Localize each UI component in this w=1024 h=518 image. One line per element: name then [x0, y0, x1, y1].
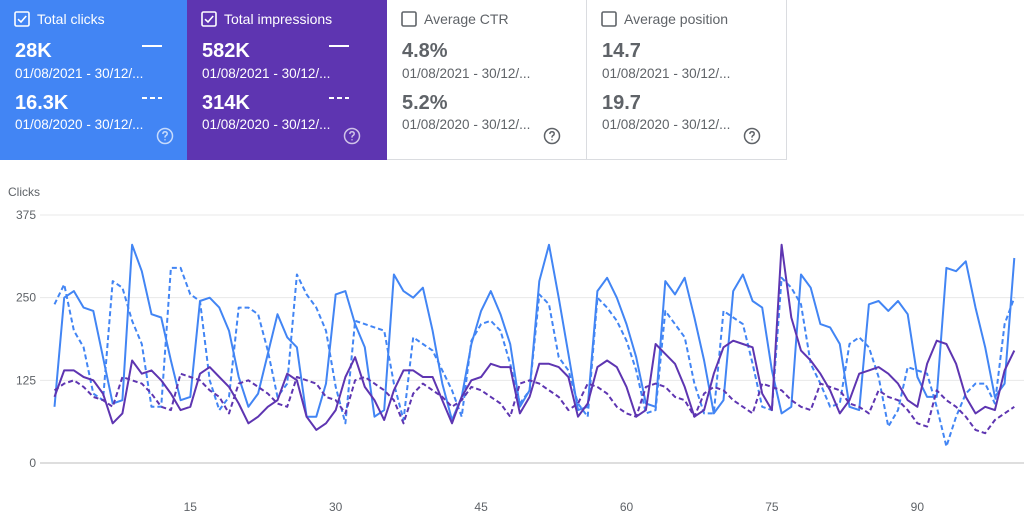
previous-value: 314K [202, 92, 250, 114]
help-circle [743, 127, 761, 145]
help-circle [156, 127, 174, 145]
help-icon [156, 127, 174, 145]
metric-card[interactable]: Total impressions 582K 01/08/2021 - 30/12/… [187, 0, 387, 160]
previous-range: 01/08/2020 - 30/12/... [402, 117, 531, 132]
metric-cards: Total clicks 28K 01/08/2021 - 30/12/... 16.… [0, 0, 787, 160]
metric-label: Average position [624, 11, 729, 27]
checkmark [17, 15, 27, 24]
metric-label: Average CTR [424, 11, 509, 27]
checkbox [14, 11, 30, 27]
series-line [53, 266, 1016, 448]
metric-card[interactable]: Average CTR 4.8% 01/08/2021 - 30/12/... 5.2… [387, 0, 587, 160]
checkbox-frame [201, 11, 217, 27]
y-tick-label: 0 [29, 456, 36, 470]
checkmark [204, 15, 214, 24]
help-icon [543, 127, 561, 145]
metric-label: Total clicks [37, 11, 105, 27]
y-axis-title: Clicks [8, 185, 40, 199]
x-tick-label: 30 [329, 500, 343, 514]
metric-card[interactable]: Average position 14.7 01/08/2021 - 30/12/.… [587, 0, 787, 160]
help-mark [162, 131, 168, 141]
checkbox [201, 11, 217, 27]
series-line [53, 243, 1016, 431]
current-value: 582K [202, 40, 250, 62]
checkbox [401, 11, 417, 27]
current-range: 01/08/2021 - 30/12/... [402, 66, 531, 81]
y-tick-label: 250 [16, 291, 36, 305]
chart: Clicks 0 125 250 375 15 30 45 60 75 90 [8, 185, 1024, 514]
current-value: 28K [15, 40, 52, 62]
series-line [53, 243, 1016, 421]
previous-value: 19.7 [602, 92, 641, 114]
help-mark [749, 131, 755, 141]
checkbox-frame [601, 11, 617, 27]
previous-value: 5.2% [402, 92, 448, 114]
checkbox-frame [401, 11, 417, 27]
metric-label: Total impressions [224, 11, 333, 27]
x-tick-label: 15 [184, 500, 198, 514]
current-value: 14.7 [602, 40, 641, 62]
help-circle [343, 127, 361, 145]
previous-range: 01/08/2020 - 30/12/... [602, 117, 731, 132]
series-line [53, 372, 1015, 435]
checkbox [601, 11, 617, 27]
help-mark [349, 131, 355, 141]
help-mark [549, 131, 555, 141]
help-circle [543, 127, 561, 145]
metric-card[interactable]: Total clicks 28K 01/08/2021 - 30/12/... 16.… [0, 0, 187, 160]
y-tick-label: 375 [16, 208, 36, 222]
x-tick-label: 90 [911, 500, 925, 514]
y-tick-label: 125 [16, 373, 36, 387]
x-tick-label: 60 [620, 500, 634, 514]
previous-value: 16.3K [15, 92, 69, 114]
current-value: 4.8% [402, 40, 448, 62]
current-range: 01/08/2021 - 30/12/... [15, 66, 144, 81]
line-style-icons [142, 45, 162, 99]
help-icon [343, 127, 361, 145]
current-range: 01/08/2021 - 30/12/... [602, 66, 731, 81]
checkbox-frame [14, 11, 30, 27]
current-range: 01/08/2021 - 30/12/... [202, 66, 331, 81]
help-icon [743, 127, 761, 145]
previous-range: 01/08/2020 - 30/12/... [202, 117, 331, 132]
x-tick-label: 75 [765, 500, 779, 514]
line-style-icons [329, 45, 349, 99]
x-tick-label: 45 [474, 500, 488, 514]
previous-range: 01/08/2020 - 30/12/... [15, 117, 144, 132]
